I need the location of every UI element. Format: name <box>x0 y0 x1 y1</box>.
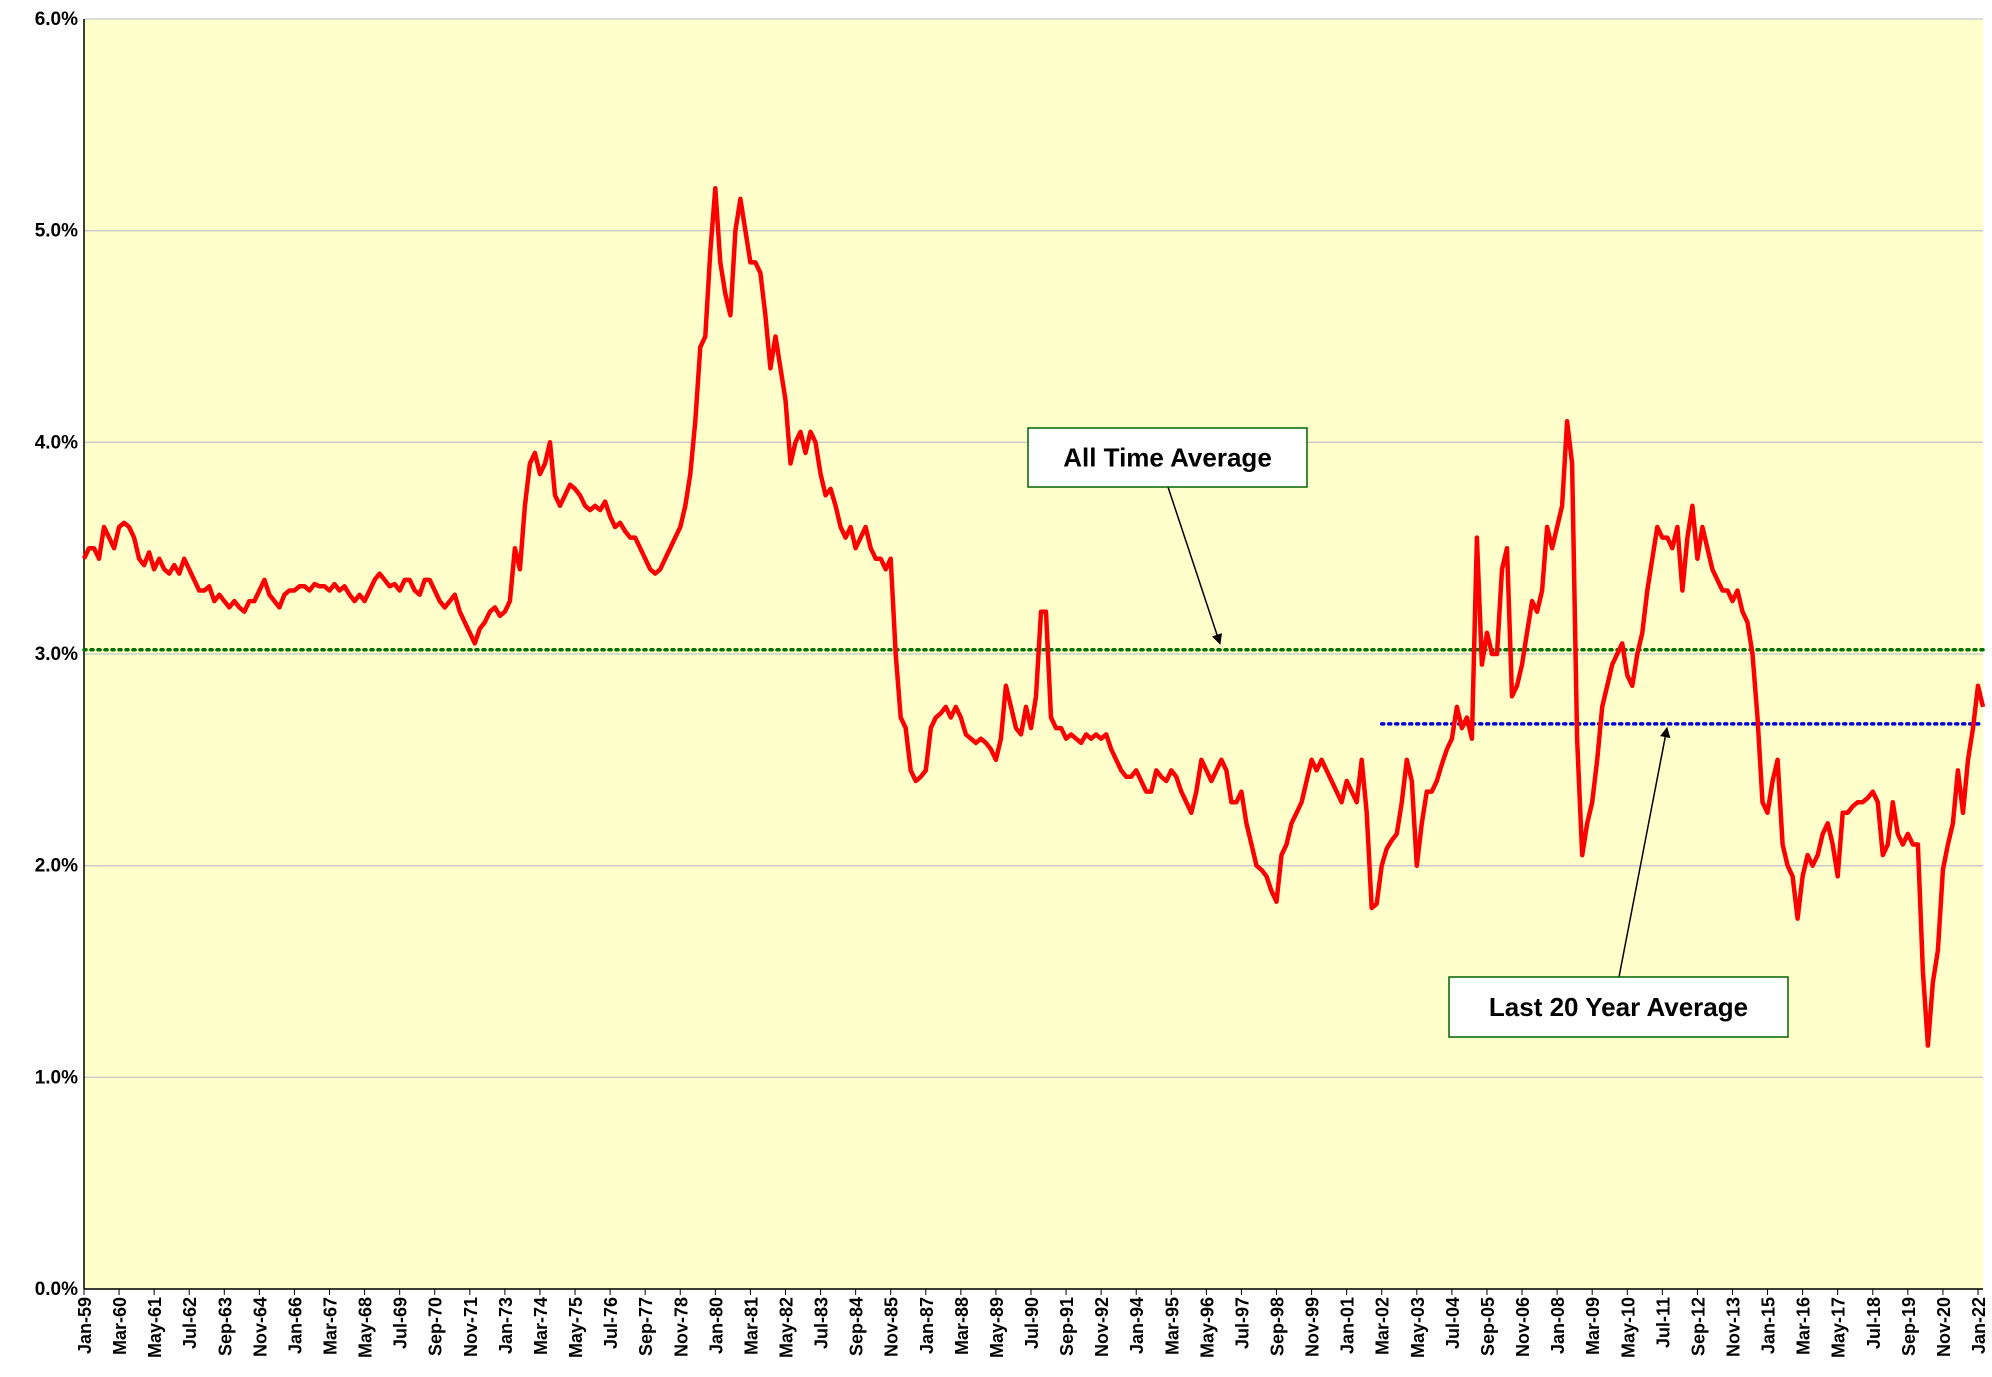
data-line <box>81 186 1986 1048</box>
annotation-arrow <box>1167 486 1223 645</box>
x-tick-label: Jan-15 <box>1759 1297 1779 1354</box>
x-tick-label: Nov-20 <box>1934 1297 1954 1357</box>
x-tick-label: May-75 <box>566 1297 586 1358</box>
x-tick-label: Nov-99 <box>1303 1297 1323 1357</box>
x-tick-label: Sep-12 <box>1688 1297 1708 1356</box>
x-tick-label: Mar-81 <box>741 1297 761 1355</box>
x-tick-label: Jan-08 <box>1548 1297 1568 1354</box>
x-tick-label: Nov-78 <box>671 1297 691 1357</box>
x-tick-label: Mar-02 <box>1373 1297 1393 1355</box>
x-tick-label: Nov-06 <box>1513 1297 1533 1357</box>
x-tick-label: Jul-62 <box>180 1297 200 1349</box>
y-tick-label: 6.0% <box>35 9 78 30</box>
annotation-arrow <box>1618 726 1671 978</box>
x-tick-label: Jul-69 <box>391 1297 411 1349</box>
y-tick-label: 2.0% <box>35 856 78 877</box>
annotation-text: All Time Average <box>1063 443 1272 473</box>
x-tick-label: Jul-97 <box>1232 1297 1252 1349</box>
x-tick-label: Sep-05 <box>1478 1297 1498 1356</box>
x-tick-label: Mar-74 <box>531 1297 551 1355</box>
x-tick-label: Mar-88 <box>952 1297 972 1355</box>
x-tick-label: May-68 <box>356 1297 376 1358</box>
y-tick-label: 5.0% <box>35 221 78 242</box>
y-tick-label: 3.0% <box>35 644 78 665</box>
annotation-box <box>1027 427 1308 488</box>
x-tick-label: Jan-22 <box>1969 1297 1989 1354</box>
x-tick-label: Sep-77 <box>636 1297 656 1356</box>
x-tick-label: May-89 <box>987 1297 1007 1358</box>
x-tick-label: Jul-04 <box>1443 1297 1463 1349</box>
x-tick-label: May-03 <box>1408 1297 1428 1358</box>
x-tick-label: Jul-83 <box>812 1297 832 1349</box>
x-tick-label: Mar-09 <box>1583 1297 1603 1355</box>
x-tick-label: Mar-95 <box>1162 1297 1182 1355</box>
y-tick-label: 0.0% <box>35 1279 78 1300</box>
x-tick-label: Jul-11 <box>1653 1297 1673 1348</box>
x-tick-label: Jul-76 <box>601 1297 621 1349</box>
x-tick-label: Sep-63 <box>215 1297 235 1356</box>
x-tick-label: May-96 <box>1197 1297 1217 1358</box>
x-tick-label: Jan-01 <box>1338 1297 1358 1354</box>
x-tick-label: Nov-92 <box>1092 1297 1112 1357</box>
x-tick-label: Sep-98 <box>1268 1297 1288 1356</box>
x-tick-label: Jan-66 <box>285 1297 305 1354</box>
x-tick-label: Jul-90 <box>1022 1297 1042 1349</box>
x-tick-label: May-82 <box>776 1297 796 1358</box>
x-tick-label: Nov-71 <box>461 1297 481 1357</box>
x-tick-label: Jan-80 <box>706 1297 726 1354</box>
x-tick-label: Jul-18 <box>1864 1297 1884 1349</box>
x-tick-label: May-10 <box>1618 1297 1638 1358</box>
x-tick-label: Sep-84 <box>847 1297 867 1356</box>
x-tick-label: Jan-94 <box>1127 1297 1147 1354</box>
x-tick-label: Mar-16 <box>1794 1297 1814 1355</box>
x-tick-label: Nov-64 <box>250 1297 270 1357</box>
x-tick-label: Sep-70 <box>426 1297 446 1356</box>
x-tick-label: Jan-73 <box>496 1297 516 1354</box>
x-tick-label: Jan-59 <box>75 1297 95 1354</box>
x-tick-label: Mar-67 <box>321 1297 341 1355</box>
x-tick-label: Sep-91 <box>1057 1297 1077 1356</box>
y-tick-label: 1.0% <box>35 1067 78 1088</box>
y-tick-label: 4.0% <box>35 432 78 453</box>
x-tick-label: May-17 <box>1829 1297 1849 1358</box>
x-tick-label: Mar-60 <box>110 1297 130 1355</box>
x-tick-label: May-61 <box>145 1297 165 1358</box>
x-tick-label: Sep-19 <box>1899 1297 1919 1356</box>
x-tick-label: Jan-87 <box>917 1297 937 1354</box>
annotation-text: Last 20 Year Average <box>1489 992 1748 1022</box>
annotation-box <box>1448 976 1789 1038</box>
x-tick-label: Nov-85 <box>882 1297 902 1357</box>
x-tick-label: Nov-13 <box>1723 1297 1743 1357</box>
